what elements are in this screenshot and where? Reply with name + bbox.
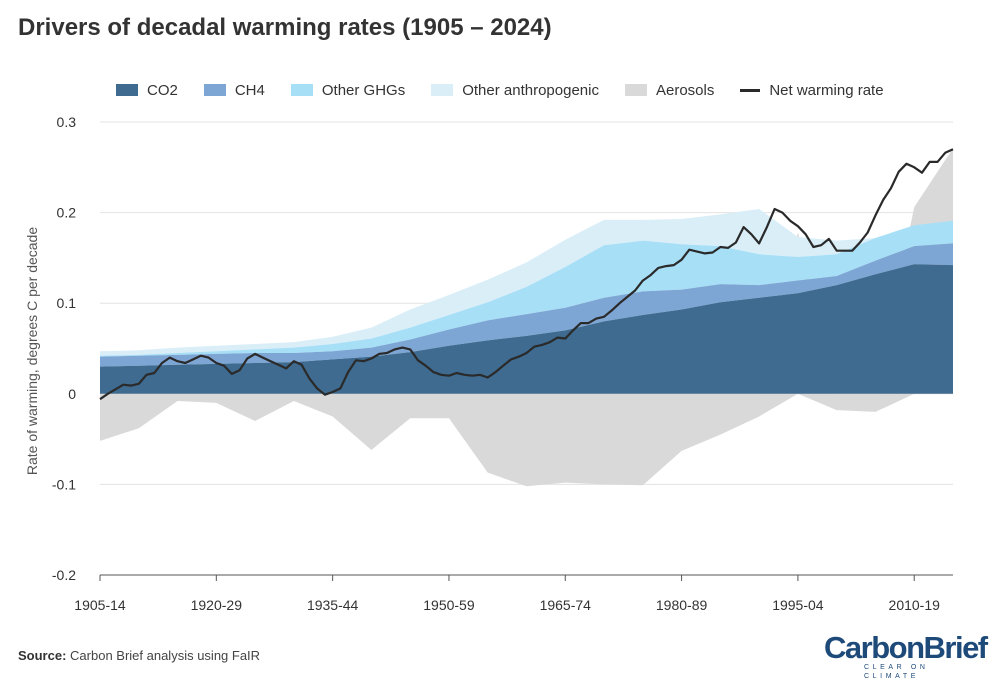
source-note: Source: Carbon Brief analysis using FaIR	[18, 648, 260, 663]
legend: CO2 CH4 Other GHGs Other anthropogenic A…	[116, 80, 884, 100]
x-tick-label-4: 1965-74	[540, 597, 592, 613]
y-tick-label-0: 0.3	[57, 114, 77, 130]
y-tick-label-3: 0	[68, 386, 76, 402]
legend-label-co2: CO2	[147, 81, 178, 99]
source-text: Carbon Brief analysis using FaIR	[70, 648, 261, 663]
carbon-brief-logo: CarbonBrief CLEAR ON CLIMATE	[824, 630, 988, 681]
y-tick-label-2: 0.1	[57, 295, 77, 311]
legend-swatch-other-anthropogenic	[431, 84, 454, 96]
logo-tagline: CLEAR ON CLIMATE	[864, 664, 929, 680]
area-other-anthropogenic	[100, 208, 953, 356]
legend-label-ch4: CH4	[234, 81, 265, 99]
y-tick-label-4: -0.1	[52, 476, 76, 492]
logo-wordmark: CarbonBrief	[824, 630, 988, 665]
chart-title: Drivers of decadal warming rates (1905 –…	[18, 14, 552, 41]
source-label: Source:	[18, 648, 67, 663]
x-tick-label-1: 1920-29	[191, 597, 243, 613]
x-tick-label-5: 1980-89	[656, 597, 708, 613]
x-tick-label-2: 1935-44	[307, 597, 359, 613]
y-tick-label-5: -0.2	[52, 567, 76, 583]
area-co2	[100, 264, 953, 394]
legend-swatch-net-warming-rate	[740, 88, 761, 92]
legend-label-other-anthropogenic: Other anthropogenic	[462, 81, 599, 99]
legend-label-other-ghgs: Other GHGs	[321, 81, 406, 99]
x-tick-label-6: 1995-04	[772, 597, 824, 613]
area-other-ghgs	[100, 220, 953, 357]
x-tick-label-0: 1905-14	[74, 597, 126, 613]
legend-item-ch4: CH4	[203, 81, 265, 99]
legend-item-other-ghgs: Other GHGs	[290, 81, 406, 99]
legend-item-co2: CO2	[116, 82, 178, 99]
legend-item-aerosols: Aerosols	[624, 81, 715, 99]
legend-swatch-other-ghgs	[290, 84, 313, 96]
legend-label-net-warming-rate: Net warming rate	[769, 81, 884, 99]
legend-item-other-anthropogenic: Other anthropogenic	[431, 82, 599, 99]
area-aerosols	[100, 148, 953, 487]
legend-item-net-warming-rate: Net warming rate	[740, 81, 884, 99]
legend-swatch-co2	[116, 84, 138, 96]
legend-swatch-aerosols	[624, 84, 647, 96]
x-tick-label-7: 2010-19	[889, 597, 941, 613]
x-tick-label-3: 1950-59	[423, 597, 475, 613]
legend-label-aerosols: Aerosols	[655, 81, 715, 99]
line-net-warming-rate	[99, 148, 954, 401]
legend-swatch-ch4	[203, 84, 226, 96]
y-tick-label-1: 0.2	[57, 205, 77, 221]
